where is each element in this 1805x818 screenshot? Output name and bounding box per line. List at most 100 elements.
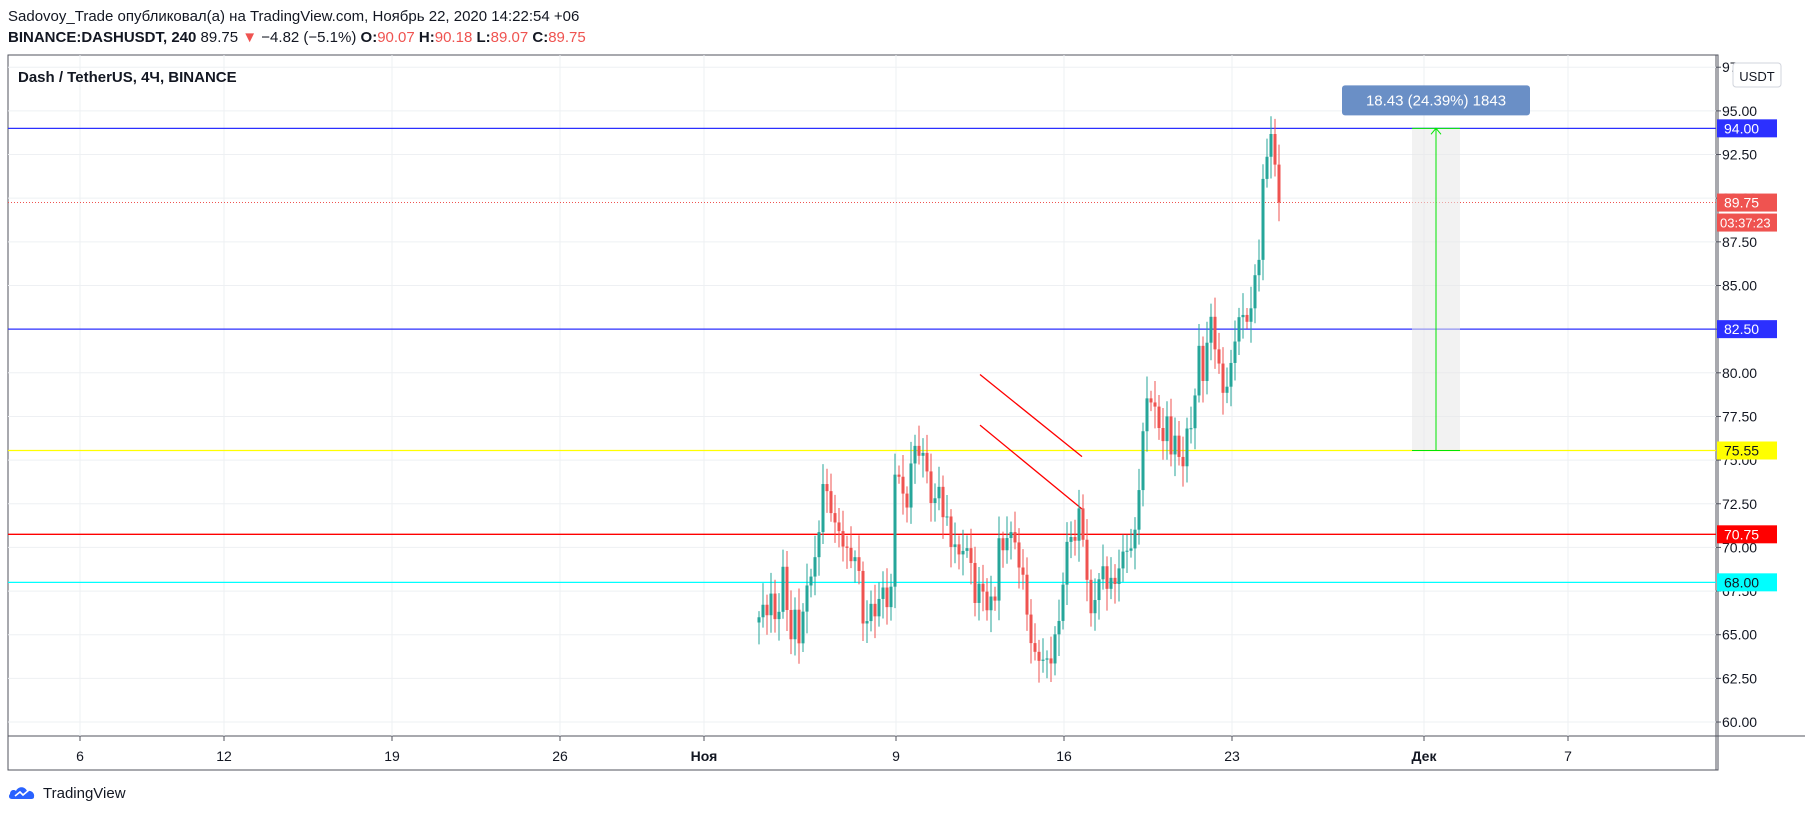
channel-line <box>979 374 1083 458</box>
candle-body <box>1173 435 1177 455</box>
level-tag-label: 70.75 <box>1724 526 1759 542</box>
candle-body <box>1257 259 1261 276</box>
candle-body <box>1205 342 1209 381</box>
candle-body <box>989 596 993 611</box>
candle-body <box>1025 574 1029 615</box>
candle-body <box>1057 620 1061 635</box>
candle-body <box>1137 490 1141 530</box>
y-tick-label: 80.00 <box>1722 365 1757 381</box>
candle-body <box>929 471 933 504</box>
candle-body <box>1013 532 1017 543</box>
candle-body <box>921 452 925 456</box>
candle-body <box>909 463 913 508</box>
candle-body <box>865 621 869 624</box>
measure-label: 18.43 (24.39%) 1843 <box>1366 92 1506 109</box>
price-axis[interactable]: 60.0062.5065.0067.5070.0072.5075.0077.50… <box>1716 59 1757 730</box>
measure-arrow-head <box>1430 127 1442 135</box>
candle-body <box>977 583 981 603</box>
candle-body <box>1201 345 1205 381</box>
countdown-label: 03:37:23 <box>1720 216 1771 231</box>
tradingview-logo-text: TradingView <box>43 784 126 802</box>
candle-body <box>797 609 801 644</box>
candle-body <box>1161 428 1165 442</box>
candle-body <box>1213 316 1217 350</box>
candle-body <box>1277 164 1281 203</box>
candle-body <box>761 604 765 618</box>
candle-body <box>917 445 921 456</box>
candle-body <box>1273 134 1277 165</box>
candle-body <box>973 562 977 603</box>
candle-body <box>877 598 881 617</box>
x-tick-label: 7 <box>1564 748 1572 764</box>
candle-body <box>901 476 905 494</box>
candle-body <box>1197 345 1201 396</box>
y-tick-label: 85.00 <box>1722 277 1757 293</box>
candle-body <box>1233 341 1237 363</box>
candle-body <box>889 586 893 608</box>
level-tag-label: 94.00 <box>1724 120 1759 136</box>
candle-body <box>1269 134 1273 157</box>
candle-body <box>897 474 901 477</box>
time-axis[interactable]: 6 12 19 26 Ноя 9 16 23 Дек 7 <box>76 736 1572 764</box>
price-change: −4.82 (−5.1%) <box>261 29 357 46</box>
candle-body <box>957 544 961 555</box>
candle-body <box>857 557 861 571</box>
candle-body <box>837 522 841 532</box>
candle-body <box>925 452 929 472</box>
y-tick-label: 77.50 <box>1722 408 1757 424</box>
candle-body <box>949 516 953 547</box>
candle-body <box>817 532 821 558</box>
level-tag <box>1717 525 1777 544</box>
candle-body <box>1141 431 1145 491</box>
candle-body <box>1101 566 1105 580</box>
candle-body <box>1073 537 1077 541</box>
candle-body <box>873 603 877 617</box>
y-tick-label: 70.00 <box>1722 539 1757 555</box>
last-price-label: 89.75 <box>1724 195 1759 211</box>
candle-body <box>1045 658 1049 660</box>
candle-body <box>1097 579 1101 601</box>
candle-body <box>1105 566 1109 589</box>
price-range-measure[interactable]: 18.43 (24.39%) 1843 <box>1342 85 1530 452</box>
open-label: O: <box>360 29 378 46</box>
tradingview-cloud-icon <box>8 787 35 799</box>
candle-body <box>1229 362 1233 387</box>
candle-body <box>1021 567 1025 575</box>
descending-channel[interactable] <box>979 374 1083 510</box>
x-tick-label: 23 <box>1224 748 1240 764</box>
candle-body <box>997 538 1001 601</box>
candle-body <box>1001 538 1005 551</box>
x-tick-label: 26 <box>552 748 568 764</box>
currency-badge-box[interactable] <box>1732 62 1782 88</box>
candle-body <box>1157 406 1161 429</box>
level-tag <box>1717 320 1777 339</box>
level-tag <box>1717 441 1777 460</box>
candle-body <box>1125 550 1129 552</box>
candle-body <box>1193 395 1197 429</box>
candle-body <box>1169 416 1173 455</box>
currency-badge: USDT <box>1739 69 1774 84</box>
x-tick-label: Ноя <box>691 748 718 764</box>
candle-body <box>1261 178 1265 260</box>
y-tick-label: 60.00 <box>1722 714 1757 730</box>
candle-body <box>1085 539 1089 580</box>
open-value: 90.07 <box>377 29 415 46</box>
candle-body <box>1033 643 1037 652</box>
candle-body <box>1225 386 1229 393</box>
low-label: L: <box>476 29 491 46</box>
candle-body <box>1049 658 1053 664</box>
high-label: H: <box>418 29 435 46</box>
candle-body <box>773 593 777 620</box>
level-tag-label: 68.00 <box>1724 574 1759 590</box>
candle-body <box>1265 156 1269 179</box>
candle-body <box>1029 614 1033 644</box>
candle-body <box>1077 508 1081 541</box>
chart-header: Sadovoy_Trade опубликовал(а) на TradingV… <box>8 6 586 48</box>
candle-body <box>905 493 909 508</box>
close-value: 89.75 <box>548 29 586 46</box>
candle-body <box>885 587 889 608</box>
candle-body <box>805 585 809 612</box>
candle-body <box>769 593 773 616</box>
level-tag-label: 75.55 <box>1724 443 1759 459</box>
